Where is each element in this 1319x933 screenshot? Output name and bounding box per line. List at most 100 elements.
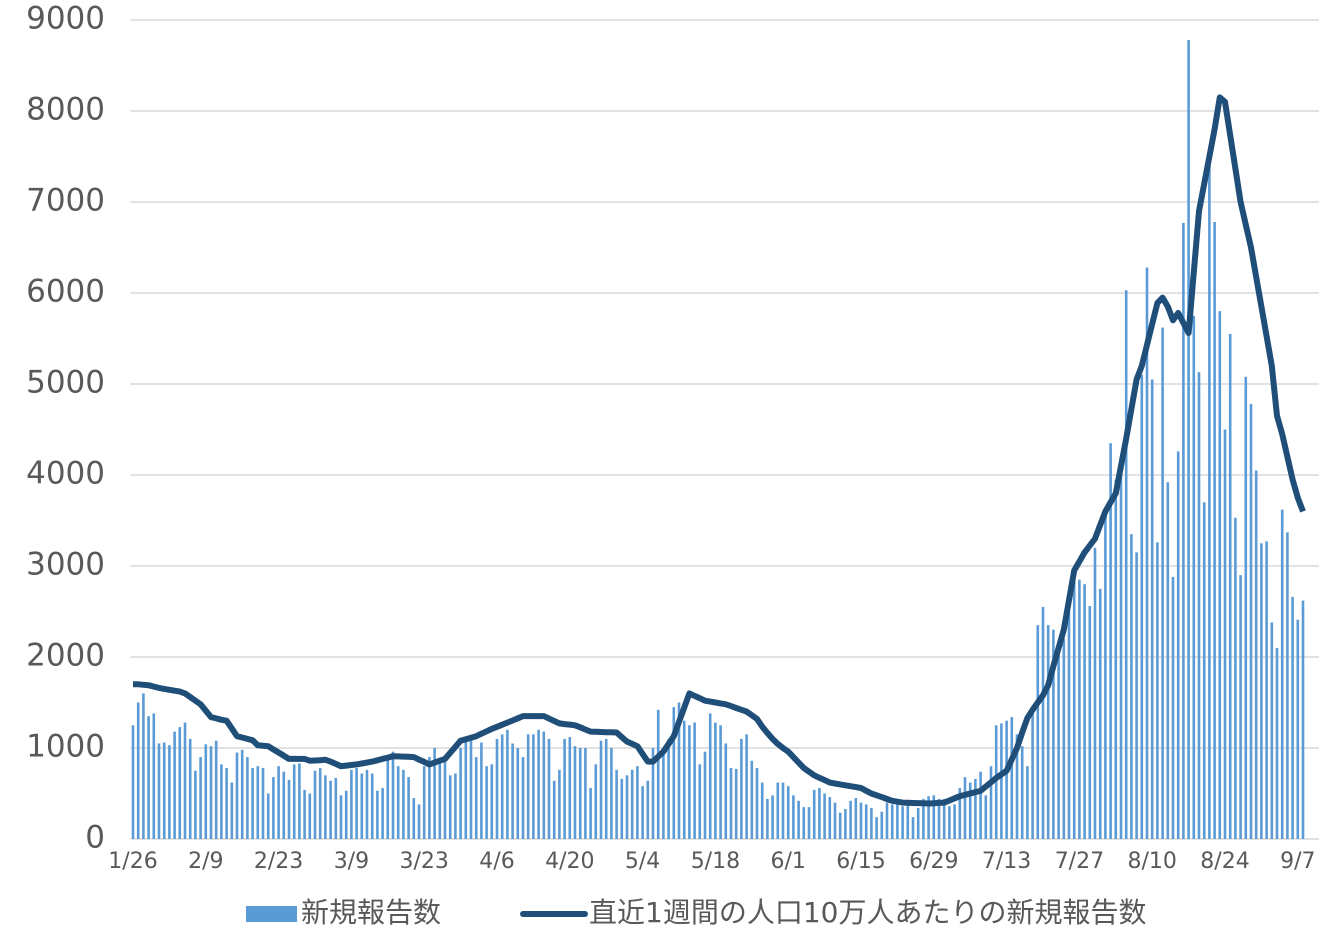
bar: [396, 766, 400, 839]
bar: [641, 786, 644, 839]
bar: [792, 795, 795, 839]
bar: [1187, 40, 1190, 839]
bar: [667, 738, 670, 839]
bar: [1218, 311, 1222, 839]
bar: [277, 766, 280, 839]
bar: [724, 743, 728, 839]
bar: [386, 757, 390, 839]
bar: [1135, 552, 1138, 839]
legend-swatch: [246, 906, 297, 922]
bar: [729, 768, 733, 839]
bar: [183, 722, 187, 839]
bar: [506, 729, 509, 839]
bar: [797, 800, 800, 839]
bar: [864, 804, 868, 839]
bar: [953, 804, 956, 839]
bar: [433, 748, 436, 839]
bar: [1020, 746, 1024, 839]
y-tick-label: 3000: [26, 547, 105, 583]
bar: [168, 745, 171, 839]
bar: [818, 788, 821, 839]
bar: [755, 768, 759, 839]
bar: [376, 790, 379, 839]
bar: [220, 764, 223, 839]
bar: [604, 738, 608, 839]
bar: [854, 798, 858, 839]
bar: [948, 806, 951, 839]
bar: [781, 782, 785, 839]
bar: [521, 757, 525, 839]
bar: [1000, 723, 1003, 839]
bar: [1197, 372, 1201, 839]
bar: [448, 775, 452, 839]
bar: [916, 808, 920, 839]
bar: [1052, 629, 1055, 839]
bar: [287, 779, 291, 839]
bar: [714, 722, 717, 839]
bar: [1176, 451, 1180, 839]
bar: [370, 773, 374, 839]
bar: [932, 795, 936, 839]
bar: [334, 778, 338, 839]
x-tick-label: 4/6: [479, 849, 514, 874]
bar: [474, 757, 478, 839]
bar: [485, 766, 488, 839]
bar: [459, 748, 462, 839]
bar: [1005, 720, 1008, 839]
bar: [578, 748, 582, 839]
bar: [318, 768, 322, 839]
bar: [646, 780, 650, 839]
bar: [1093, 547, 1097, 839]
bar: [1119, 470, 1123, 839]
bar: [1213, 222, 1216, 839]
bar: [682, 720, 686, 839]
bar: [1140, 374, 1144, 839]
bar: [844, 808, 847, 839]
bar: [188, 738, 192, 839]
bar: [292, 764, 296, 839]
bar: [693, 722, 696, 839]
bar: [1296, 619, 1300, 839]
bar: [1078, 579, 1081, 839]
bar: [443, 758, 447, 839]
bar: [240, 749, 244, 839]
bar: [266, 793, 270, 839]
bar: [552, 780, 556, 839]
x-tick-label: 3/23: [399, 849, 448, 874]
bar: [740, 738, 743, 839]
bar: [391, 751, 395, 839]
x-tick-label: 7/13: [982, 849, 1031, 874]
bar: [630, 769, 634, 839]
x-tick-label: 5/18: [691, 849, 740, 874]
bar: [625, 775, 629, 839]
bar: [849, 800, 852, 839]
bar: [896, 803, 899, 839]
bar: [1244, 376, 1248, 839]
bar: [344, 790, 348, 839]
x-tick-label: 8/10: [1127, 849, 1176, 874]
bar: [1062, 638, 1066, 839]
bar: [1260, 543, 1263, 839]
bar: [1072, 579, 1076, 839]
bar: [199, 757, 202, 839]
bar: [656, 709, 660, 839]
bar: [495, 738, 499, 839]
bar: [662, 748, 665, 839]
bar: [1291, 596, 1294, 839]
bar: [1150, 379, 1154, 839]
bar: [339, 795, 343, 839]
bar: [313, 770, 317, 839]
bar: [745, 734, 748, 839]
bar: [599, 740, 603, 839]
bar: [963, 777, 967, 839]
bar: [719, 725, 722, 839]
bar: [875, 817, 878, 839]
bar: [573, 746, 577, 839]
bar: [594, 764, 598, 839]
bar: [469, 737, 473, 839]
bar: [360, 773, 364, 839]
bar: [698, 764, 702, 839]
bar: [1270, 622, 1274, 839]
bar: [766, 798, 769, 839]
y-tick-label: 1000: [26, 729, 105, 765]
